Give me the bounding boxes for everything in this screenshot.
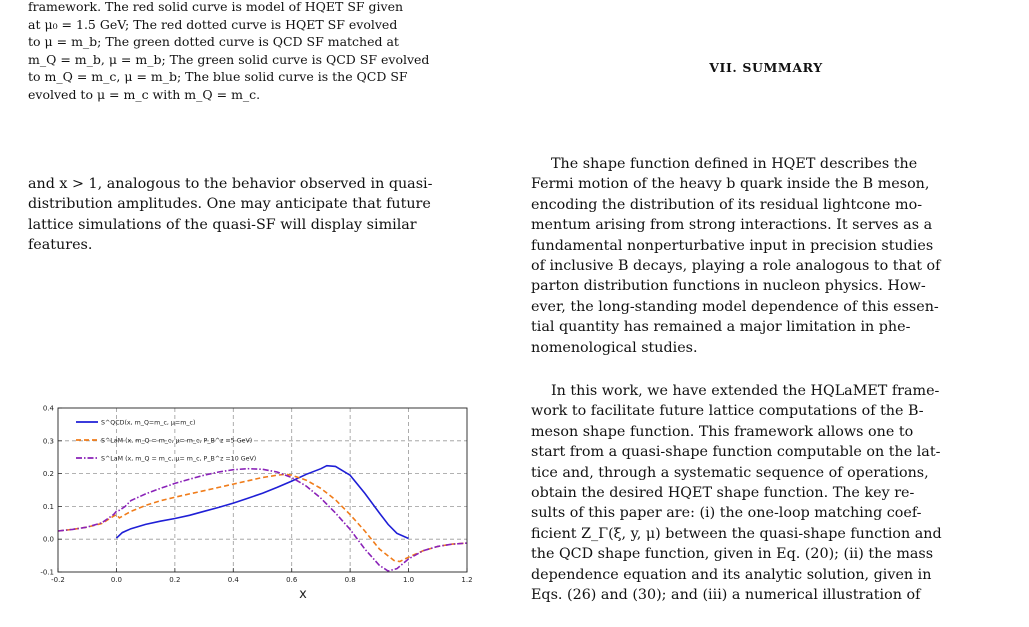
section-title: VII. SUMMARY — [709, 60, 823, 75]
paragraph-line: tice and, through a systematic sequence … — [531, 464, 929, 481]
paragraph-line: parton distribution functions in nucleon… — [531, 278, 926, 295]
series-line-2 — [57, 473, 468, 563]
caption-line: m_Q = m_b, μ = m_b; The green solid curv… — [28, 51, 430, 67]
y-tick-label: -0.1 — [40, 569, 54, 577]
paragraph-line: distribution amplitudes. One may anticip… — [28, 196, 431, 213]
y-tick-label: 0.3 — [43, 437, 54, 445]
plot-frame — [57, 407, 468, 573]
y-tick-label: 0.4 — [43, 405, 55, 413]
legend-label: S^LaM (x, m_Q = m_c, μ= m_c, P_B^z =10 G… — [101, 456, 256, 463]
paragraph-line: the QCD shape function, given in Eq. (20… — [531, 546, 934, 563]
paragraph-line: sults of this paper are: (i) the one-loo… — [531, 505, 922, 522]
legend-label: S^LaM (x, m_Q = m_c, μ= m_c, P_B^z =5 Ge… — [101, 438, 252, 445]
paragraph-line: features. — [28, 237, 93, 254]
series-line-1 — [115, 464, 409, 540]
summary-paragraph-2: In this work, we have extended the HQLaM… — [531, 381, 1001, 605]
paragraph-line: of inclusive B decays, playing a role an… — [531, 258, 941, 275]
paragraph-line: ficient Z_Γ(ξ, y, μ) between the quasi-s… — [531, 525, 942, 542]
paragraph-line: mentum arising from strong interactions.… — [531, 217, 933, 234]
caption-line: framework. The red solid curve is model … — [28, 0, 404, 14]
paragraph-line: Eqs. (26) and (30); and (iii) a numerica… — [531, 587, 921, 604]
legend: S^QCD(x, m_Q=m_c, μ=m_c) S^LaM (x, m_Q = … — [76, 420, 256, 463]
caption-line: to m_Q = m_c, μ = m_b; The blue solid cu… — [28, 69, 408, 84]
paragraph-line: obtain the desired HQET shape function. … — [531, 485, 915, 502]
paragraph-line: fundamental nonperturbative input in pre… — [531, 237, 934, 254]
paragraph-line: lattice simulations of the quasi-SF will… — [28, 216, 417, 233]
paragraph-line: dependence equation and its analytic sol… — [531, 566, 932, 583]
figure: -0.2 0.0 0.2 0.4 0.6 0.8 1.0 1.2 -0.1 0.0 0.1 0.2 0.… — [20, 398, 500, 623]
paragraph-line: tial quantity has remained a major limit… — [531, 319, 911, 336]
x-tick-label: 0.0 — [111, 576, 122, 584]
x-tick-label: 0.4 — [228, 576, 240, 584]
x-axis-label: x — [299, 587, 307, 602]
y-tick-label: 0.2 — [43, 470, 54, 478]
x-tick-label: 1.2 — [461, 576, 472, 584]
grid — [58, 408, 467, 572]
paragraph-line: meson shape function. This framework all… — [531, 423, 914, 440]
y-tick-label: 0.0 — [43, 536, 54, 544]
x-tick-label: -0.2 — [51, 576, 65, 584]
x-tick-label: 0.2 — [169, 576, 180, 584]
axes: -0.2 0.0 0.2 0.4 0.6 0.8 1.0 1.2 -0.1 0.0 0.1 0.2 0.… — [40, 405, 472, 585]
series-line-3 — [57, 467, 468, 572]
figure-caption: framework. The red solid curve is model … — [28, 0, 498, 103]
caption-line: at μ₀ = 1.5 GeV; The red dotted curve is… — [28, 16, 398, 32]
caption-line: to μ = m_b; The green dotted curve is QC… — [28, 34, 399, 49]
paragraph-line: encoding the distribution of its residua… — [531, 196, 923, 213]
paragraph-line: and x > 1, analogous to the behavior obs… — [28, 176, 433, 192]
paragraph-line: work to facilitate future lattice comput… — [531, 403, 924, 420]
x-tick-label: 0.8 — [345, 576, 356, 584]
legend-label: S^QCD(x, m_Q=m_c, μ=m_c) — [101, 420, 195, 427]
y-tick-label: 0.1 — [43, 503, 54, 511]
paragraph-line: start from a quasi-shape function comput… — [531, 444, 941, 461]
paragraph-line: In this work, we have extended the HQLaM… — [551, 383, 940, 399]
paragraph-line: nomenological studies. — [531, 339, 698, 356]
paragraph-line: ever, the long-standing model dependence… — [531, 298, 939, 315]
body-paragraph: and x > 1, analogous to the behavior obs… — [28, 174, 498, 256]
caption-line: evolved to μ = m_c with m_Q = m_c. — [28, 86, 261, 102]
x-tick-label: 1.0 — [403, 576, 414, 584]
paragraph-line: Fermi motion of the heavy b quark inside… — [531, 176, 930, 193]
x-tick-label: 0.6 — [286, 576, 298, 584]
summary-paragraph-1: The shape function defined in HQET descr… — [531, 154, 1001, 358]
shape-function-chart: -0.2 0.0 0.2 0.4 0.6 0.8 1.0 1.2 -0.1 0.0 0.1 0.2 0.… — [40, 405, 472, 603]
series-layer — [57, 464, 468, 572]
paragraph-line: The shape function defined in HQET descr… — [551, 156, 918, 172]
